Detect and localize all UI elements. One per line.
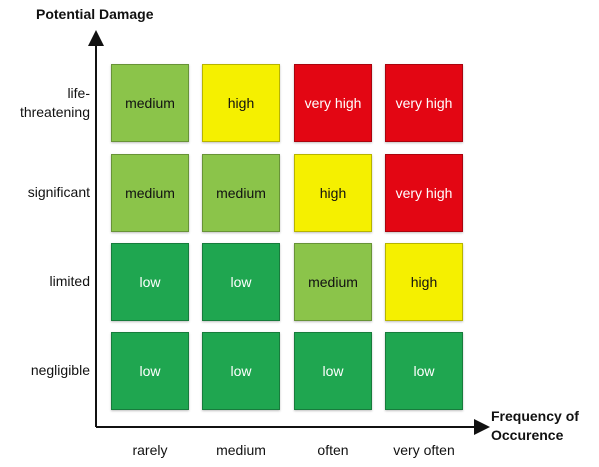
row-label-0: life-threatening [19,85,90,120]
risk-cell-r2-c3: high [385,243,463,321]
risk-cell-r1-c2: high [294,154,372,232]
risk-cell-r0-c0: medium [111,64,189,142]
risk-cell-r1-c0: medium [111,154,189,232]
column-label-1: medium [216,442,266,458]
risk-cell-r3-c3: low [385,332,463,410]
risk-cell-r2-c1: low [202,243,280,321]
row-label-1: significant [27,184,90,200]
row-label-2: limited [49,273,90,289]
y-axis-title: Potential Damage [36,6,154,22]
risk-cell-r3-c0: low [111,332,189,410]
risk-cell-r1-c3: very high [385,154,463,232]
column-label-2: often [317,442,349,458]
x-axis-title: Frequency of Occurence [491,408,579,443]
risk-cell-r0-c3: very high [385,64,463,142]
risk-cell-r0-c1: high [202,64,280,142]
risk-cell-r3-c2: low [294,332,372,410]
risk-cell-r3-c1: low [202,332,280,410]
risk-cell-r2-c2: medium [294,243,372,321]
risk-cell-r0-c2: very high [294,64,372,142]
risk-cell-r1-c1: medium [202,154,280,232]
column-label-0: rarely [132,442,168,458]
risk-cell-r2-c0: low [111,243,189,321]
row-label-3: negligible [30,362,90,378]
column-label-3: very often [393,442,455,458]
